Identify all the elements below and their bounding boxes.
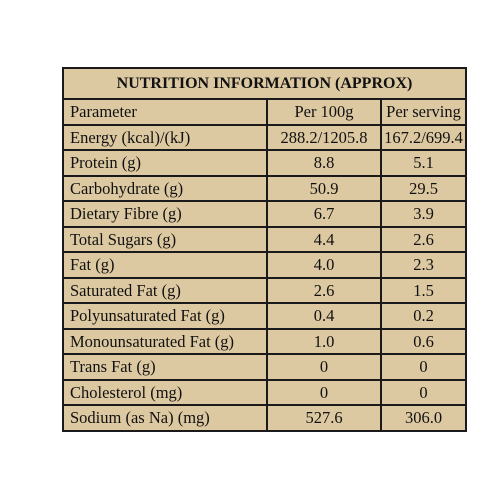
value-cell: 5.1: [380, 149, 467, 177]
table-row: Cholesterol (mg) 0 0: [62, 378, 467, 406]
table-body: Energy (kcal)/(kJ) 288.2/1205.8 167.2/699.…: [62, 123, 467, 432]
value-cell: 0.2: [380, 302, 467, 330]
table-row: Fat (g) 4.0 2.3: [62, 251, 467, 279]
value-cell: 6.7: [266, 200, 382, 228]
value-cell: 306.0: [380, 404, 467, 432]
parameter-cell: Saturated Fat (g): [62, 276, 268, 304]
value-cell: 2.3: [380, 251, 467, 279]
value-cell: 4.0: [266, 251, 382, 279]
parameter-cell: Trans Fat (g): [62, 353, 268, 381]
parameter-cell: Dietary Fibre (g): [62, 200, 268, 228]
value-cell: 0: [380, 378, 467, 406]
parameter-cell: Cholesterol (mg): [62, 378, 268, 406]
parameter-cell: Carbohydrate (g): [62, 174, 268, 202]
value-cell: 4.4: [266, 225, 382, 253]
value-cell: 167.2/699.4: [380, 123, 467, 151]
value-cell: 527.6: [266, 404, 382, 432]
header-cell: Per serving: [380, 98, 467, 126]
value-cell: 2.6: [380, 225, 467, 253]
value-cell: 29.5: [380, 174, 467, 202]
table-row: Total Sugars (g) 4.4 2.6: [62, 225, 467, 253]
value-cell: 0: [380, 353, 467, 381]
parameter-cell: Monounsaturated Fat (g): [62, 327, 268, 355]
table-row: Energy (kcal)/(kJ) 288.2/1205.8 167.2/699.…: [62, 123, 467, 151]
parameter-cell: Sodium (as Na) (mg): [62, 404, 268, 432]
table-row: Trans Fat (g) 0 0: [62, 353, 467, 381]
value-cell: 1.0: [266, 327, 382, 355]
value-cell: 2.6: [266, 276, 382, 304]
value-cell: 0.6: [380, 327, 467, 355]
header-cell: Parameter: [62, 98, 268, 126]
parameter-cell: Fat (g): [62, 251, 268, 279]
table-row: Saturated Fat (g) 2.6 1.5: [62, 276, 467, 304]
nutrition-panel: NUTRITION INFORMATION (APPROX) Parameter…: [62, 67, 467, 432]
nutrition-table: NUTRITION INFORMATION (APPROX) Parameter…: [62, 67, 467, 432]
table-row: Monounsaturated Fat (g) 1.0 0.6: [62, 327, 467, 355]
value-cell: 288.2/1205.8: [266, 123, 382, 151]
title-row: NUTRITION INFORMATION (APPROX): [62, 67, 467, 100]
table-row: Sodium (as Na) (mg) 527.6 306.0: [62, 404, 467, 432]
value-cell: 8.8: [266, 149, 382, 177]
header-row: Parameter Per 100g Per serving: [62, 98, 467, 126]
value-cell: 0: [266, 378, 382, 406]
header-cell: Per 100g: [266, 98, 382, 126]
parameter-cell: Total Sugars (g): [62, 225, 268, 253]
table-row: Protein (g) 8.8 5.1: [62, 149, 467, 177]
table-row: Dietary Fibre (g) 6.7 3.9: [62, 200, 467, 228]
parameter-cell: Protein (g): [62, 149, 268, 177]
value-cell: 0: [266, 353, 382, 381]
value-cell: 0.4: [266, 302, 382, 330]
parameter-cell: Polyunsaturated Fat (g): [62, 302, 268, 330]
value-cell: 50.9: [266, 174, 382, 202]
value-cell: 1.5: [380, 276, 467, 304]
table-row: Polyunsaturated Fat (g) 0.4 0.2: [62, 302, 467, 330]
parameter-cell: Energy (kcal)/(kJ): [62, 123, 268, 151]
table-row: Carbohydrate (g) 50.9 29.5: [62, 174, 467, 202]
value-cell: 3.9: [380, 200, 467, 228]
table-title: NUTRITION INFORMATION (APPROX): [62, 67, 467, 100]
